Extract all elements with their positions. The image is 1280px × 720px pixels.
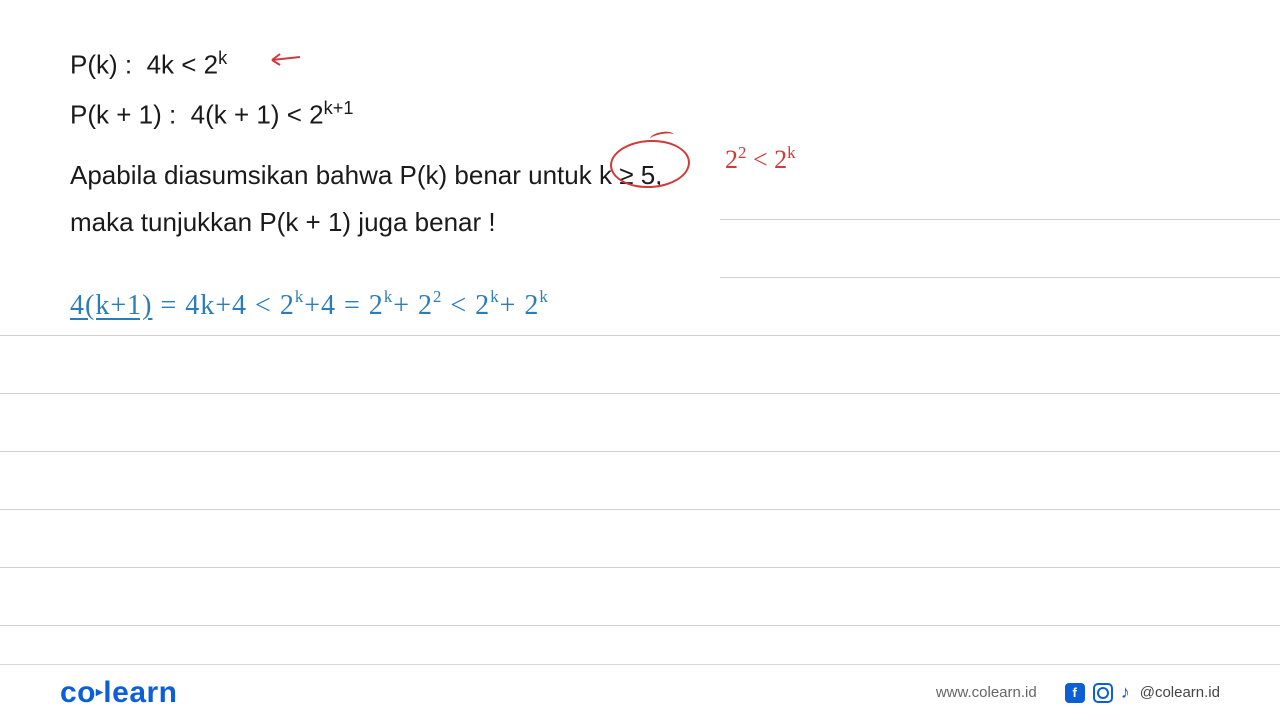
pk1-label: P(k + 1) : xyxy=(70,99,176,129)
red-note-mid: < 2 xyxy=(746,145,787,174)
social-icons: f ♪ @colearn.id xyxy=(1065,682,1220,703)
hw-exp-k3: k xyxy=(490,287,499,306)
problem-line-1: P(k) : 4k < 2k xyxy=(70,45,1210,85)
problem-line-2: P(k + 1) : 4(k + 1) < 2k+1 xyxy=(70,95,1210,135)
red-note-exp2: k xyxy=(787,143,795,162)
logo-part-b: learn xyxy=(103,676,177,709)
hw-exp-k2: k xyxy=(384,287,393,306)
red-note-base1: 2 xyxy=(725,145,738,174)
pk1-exp: k+1 xyxy=(324,98,354,118)
red-note-exp1: 2 xyxy=(738,143,746,162)
logo-part-a: co xyxy=(60,676,96,709)
hw-part3: +4 = 2 xyxy=(304,290,384,321)
instagram-icon xyxy=(1093,683,1113,703)
pk1-expr: 4(k + 1) < 2 xyxy=(191,99,324,129)
hw-part5: < 2 xyxy=(442,290,490,321)
body-line2: maka tunjukkan P(k + 1) juga benar ! xyxy=(70,207,496,237)
footer: co▸learn www.colearn.id f ♪ @colearn.id xyxy=(0,664,1280,720)
hw-exp-2: 2 xyxy=(433,287,442,306)
footer-url: www.colearn.id xyxy=(936,684,1037,701)
hw-exp-k1: k xyxy=(295,287,304,306)
facebook-icon: f xyxy=(1065,683,1085,703)
tiktok-icon: ♪ xyxy=(1121,682,1130,703)
logo: co▸learn xyxy=(60,676,178,710)
hw-part4: + 2 xyxy=(393,290,433,321)
red-note-annotation: 22 < 2k xyxy=(725,145,796,175)
logo-dot: ▸ xyxy=(96,684,103,700)
footer-right: www.colearn.id f ♪ @colearn.id xyxy=(936,682,1220,703)
red-arrow-annotation xyxy=(270,50,306,77)
pk-label: P(k) : xyxy=(70,50,132,80)
hw-part1: 4(k+1) xyxy=(70,290,152,321)
body-line1-a: Apabila diasumsikan bahwa P(k) benar unt… xyxy=(70,160,592,190)
content-area: P(k) : 4k < 2k P(k + 1) : 4(k + 1) < 2k+… xyxy=(0,0,1280,246)
pk-exp: k xyxy=(218,48,227,68)
handwriting-solution: 4(k+1) = 4k+4 < 2k+4 = 2k+ 22 < 2k+ 2k xyxy=(70,290,549,322)
hw-part6: + 2 xyxy=(500,290,540,321)
hw-exp-k4: k xyxy=(539,287,548,306)
hw-part2: = 4k+4 < 2 xyxy=(152,290,294,321)
pk-expr: 4k < 2 xyxy=(147,50,219,80)
social-handle: @colearn.id xyxy=(1140,684,1220,701)
